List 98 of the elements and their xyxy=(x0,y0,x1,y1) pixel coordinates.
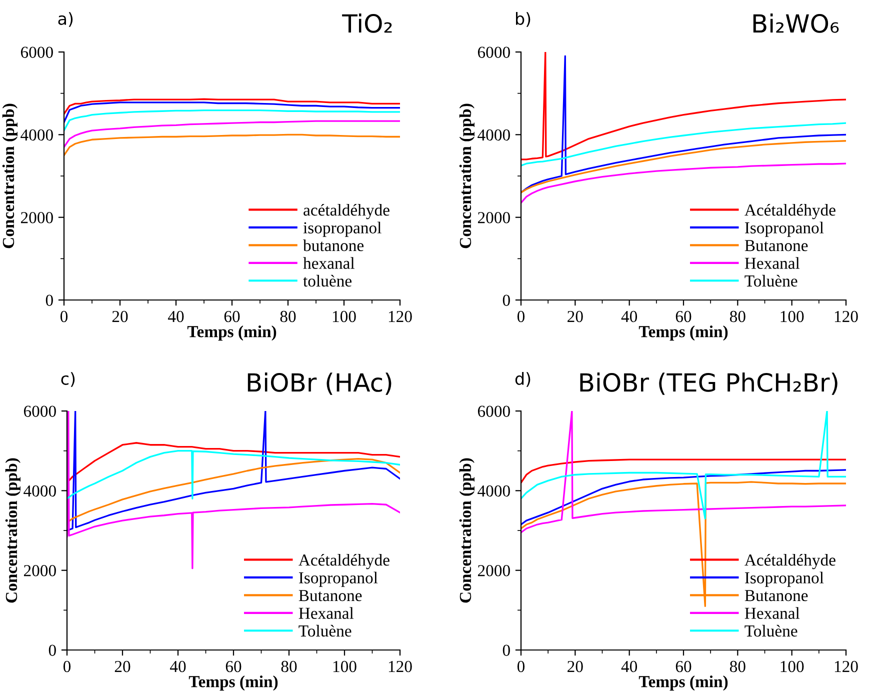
y-tick-label: 6000 xyxy=(478,406,510,417)
text: a) xyxy=(58,12,73,27)
x-tick-label: 20 xyxy=(114,660,130,672)
y-tick-label: 0 xyxy=(46,294,53,306)
legend-label: toluène xyxy=(303,274,352,287)
chart-title: TiO₂ xyxy=(342,14,392,33)
y-tick-label: 6000 xyxy=(20,46,53,58)
x-tick-label: 100 xyxy=(780,310,804,322)
line-series xyxy=(64,134,400,156)
x-tick-label: 120 xyxy=(834,310,858,322)
y-tick-label: 2000 xyxy=(24,565,56,576)
legend-label: hexanal xyxy=(303,257,355,269)
x-axis-title: Temps (min) xyxy=(638,326,728,341)
line-series xyxy=(64,109,400,132)
x-tick-label: 100 xyxy=(332,310,356,322)
x-tick-label: 0 xyxy=(517,310,525,322)
legend-label: Acétaldéhyde xyxy=(744,204,836,220)
y-tick-label: 2000 xyxy=(478,212,510,224)
legend-label: Isopropanol xyxy=(744,572,824,587)
legend-label: Hexanal xyxy=(744,607,800,619)
legend-label: Isopropanol xyxy=(298,572,378,587)
line-series xyxy=(67,442,400,484)
x-axis-title: Temps (min) xyxy=(187,326,276,341)
x-tick-label: 120 xyxy=(834,660,858,672)
line-series xyxy=(67,450,400,500)
y-tick-label: 6000 xyxy=(478,46,510,58)
y-tick-label: 4000 xyxy=(24,485,56,497)
y-tick-label: 6000 xyxy=(24,406,56,417)
x-tick-label: 60 xyxy=(676,310,692,322)
legend-label: butanone xyxy=(303,239,364,252)
legend-label: isopropanol xyxy=(303,222,382,237)
x-tick-label: 120 xyxy=(388,660,412,672)
y-tick-label: 2000 xyxy=(478,565,510,576)
x-tick-label: 0 xyxy=(63,660,71,672)
line-series xyxy=(64,102,400,124)
x-tick-label: 40 xyxy=(168,310,184,322)
x-tick-label: 20 xyxy=(568,660,583,672)
x-tick-label: 80 xyxy=(730,310,746,322)
legend-label: Isopropanol xyxy=(744,222,824,237)
x-tick-label: 60 xyxy=(676,660,692,672)
line-series xyxy=(67,411,400,570)
chart-title: Bi₂WO₆ xyxy=(753,14,839,33)
legend-label: Butanone xyxy=(744,590,808,602)
y-tick-label: 4000 xyxy=(20,129,53,141)
x-axis-title: Temps (min) xyxy=(188,676,278,691)
y-axis-title: Concentration (ppb) xyxy=(459,458,474,603)
legend-label: Hexanal xyxy=(744,257,800,269)
legend-label: acétaldéhyde xyxy=(304,204,390,220)
x-tick-label: 120 xyxy=(388,310,412,322)
text: d) xyxy=(515,372,530,387)
line-series xyxy=(64,120,400,148)
x-tick-label: 100 xyxy=(780,660,804,672)
line-series xyxy=(521,469,846,526)
x-tick-label: 0 xyxy=(517,660,525,672)
x-tick-label: 60 xyxy=(224,310,240,322)
y-axis-title: Concentration (ppb) xyxy=(5,458,20,603)
x-tick-label: 100 xyxy=(333,660,356,672)
line-series xyxy=(67,458,400,524)
x-axis-title: Temps (min) xyxy=(638,676,728,691)
text: b) xyxy=(516,12,530,27)
x-tick-label: 20 xyxy=(568,310,583,322)
legend-label: Toluène xyxy=(744,274,798,287)
line-series xyxy=(67,411,400,532)
legend-label: Acétaldéhyde xyxy=(744,554,836,570)
line-series xyxy=(521,481,846,608)
line-series xyxy=(521,162,846,204)
line-series xyxy=(521,458,846,484)
chart-title: BiOBr (TEG PhCH₂Br) xyxy=(580,372,838,395)
legend-label: Butanone xyxy=(744,240,808,252)
x-tick-label: 80 xyxy=(280,310,296,322)
x-tick-label: 80 xyxy=(281,660,297,672)
x-tick-label: 40 xyxy=(170,660,186,672)
legend-label: Toluène xyxy=(744,624,798,637)
x-tick-label: 40 xyxy=(621,310,638,322)
x-tick-label: 60 xyxy=(226,660,242,672)
y-axis-title: Concentration (ppb) xyxy=(2,104,18,248)
y-tick-label: 2000 xyxy=(20,212,53,224)
y-tick-label: 0 xyxy=(502,644,510,656)
text: c) xyxy=(61,372,75,387)
line-series xyxy=(64,98,400,115)
legend-label: Hexanal xyxy=(298,607,354,619)
line-series xyxy=(521,55,846,194)
y-tick-label: 4000 xyxy=(478,129,510,141)
x-tick-label: 40 xyxy=(621,660,638,672)
y-tick-label: 0 xyxy=(502,294,510,306)
line-series xyxy=(521,52,846,160)
legend-label: Acétaldéhyde xyxy=(298,554,390,570)
x-tick-label: 80 xyxy=(730,660,746,672)
line-series xyxy=(521,122,846,166)
legend-label: Butanone xyxy=(298,590,362,602)
x-tick-label: 0 xyxy=(60,310,68,322)
line-series xyxy=(521,140,846,194)
chart-title: BiOBr (HAc) xyxy=(248,372,392,395)
legend-label: Toluène xyxy=(298,624,352,637)
x-tick-label: 20 xyxy=(112,310,128,322)
y-tick-label: 0 xyxy=(48,644,56,656)
y-axis-title: Concentration (ppb) xyxy=(459,104,474,248)
y-tick-label: 4000 xyxy=(478,485,510,497)
